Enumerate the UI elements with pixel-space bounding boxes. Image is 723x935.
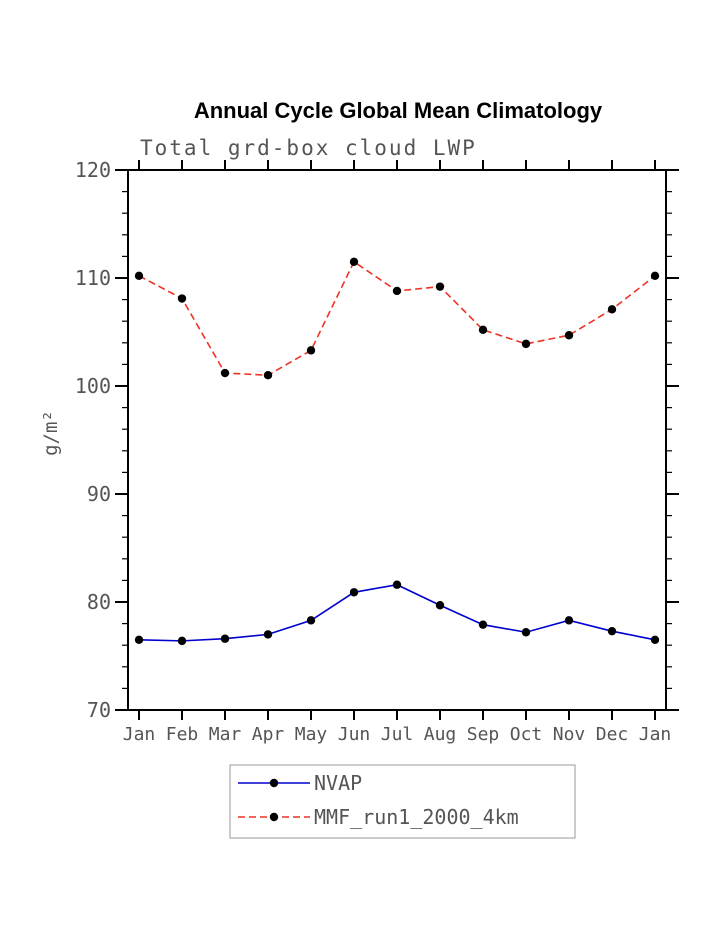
x-tick-label: Jun	[338, 724, 371, 745]
legend-label-nvap: NVAP	[314, 771, 362, 795]
data-point-nvap	[435, 601, 445, 610]
legend-marker-mmf_run1_2000_4km	[269, 812, 279, 822]
data-point-nvap	[177, 636, 187, 646]
plot-frame	[127, 169, 667, 711]
data-point-nvap	[392, 580, 402, 589]
chart-title: Annual Cycle Global Mean Climatology	[194, 98, 603, 123]
data-point-mmf_run1_2000_4km	[392, 286, 402, 296]
y-tick-label: 70	[87, 698, 111, 722]
data-point-mmf_run1_2000_4km	[564, 331, 574, 340]
data-point-mmf_run1_2000_4km	[263, 371, 273, 380]
data-point-nvap	[521, 628, 531, 637]
x-tick-label: Dec	[596, 724, 629, 745]
data-point-nvap	[220, 634, 230, 643]
x-tick-label: Jul	[381, 724, 414, 745]
data-point-nvap	[607, 626, 617, 636]
data-point-mmf_run1_2000_4km	[607, 305, 617, 314]
y-tick-label: 80	[87, 590, 111, 614]
data-point-mmf_run1_2000_4km	[134, 271, 144, 281]
data-point-nvap	[306, 616, 316, 625]
series-line-nvap	[138, 583, 656, 642]
x-tick-label: Nov	[553, 724, 586, 745]
x-tick-label: Aug	[424, 724, 457, 745]
y-axis-label: g/m²	[40, 410, 62, 456]
data-point-nvap	[134, 635, 144, 644]
chart-subtitle: Total grd-box cloud LWP	[140, 136, 477, 160]
data-point-mmf_run1_2000_4km	[177, 294, 187, 303]
data-point-nvap	[650, 635, 660, 644]
x-tick-label: Feb	[166, 724, 199, 745]
legend-label-mmf_run1_2000_4km: MMF_run1_2000_4km	[314, 805, 519, 829]
data-point-nvap	[349, 588, 359, 597]
data-point-mmf_run1_2000_4km	[650, 271, 660, 281]
legend-box	[229, 764, 576, 839]
x-tick-label: Jan	[639, 724, 672, 745]
data-point-mmf_run1_2000_4km	[306, 346, 316, 355]
x-tick-label: Sep	[467, 724, 500, 745]
data-point-mmf_run1_2000_4km	[349, 257, 359, 266]
x-tick-label: May	[295, 724, 328, 745]
y-tick-label: 120	[75, 158, 111, 182]
x-tick-label: Mar	[209, 724, 242, 745]
x-tick-label: Apr	[252, 724, 285, 745]
data-point-mmf_run1_2000_4km	[435, 282, 445, 291]
x-tick-label: Jan	[123, 724, 156, 745]
data-point-nvap	[263, 630, 273, 639]
data-point-nvap	[564, 616, 574, 625]
data-point-mmf_run1_2000_4km	[220, 368, 230, 378]
series-line-mmf_run1_2000_4km	[138, 260, 656, 377]
data-point-mmf_run1_2000_4km	[478, 325, 488, 335]
y-tick-label: 90	[87, 482, 111, 506]
y-tick-label: 100	[75, 374, 111, 398]
data-point-nvap	[478, 620, 488, 629]
y-tick-label: 110	[75, 266, 111, 290]
data-point-mmf_run1_2000_4km	[521, 339, 531, 349]
legend-marker-nvap	[269, 778, 279, 788]
x-tick-label: Oct	[510, 724, 543, 745]
